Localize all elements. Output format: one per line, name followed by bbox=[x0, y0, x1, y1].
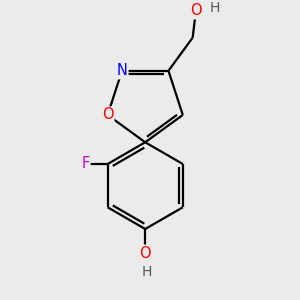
Text: O: O bbox=[102, 107, 113, 122]
Text: H: H bbox=[142, 265, 152, 279]
Text: N: N bbox=[116, 63, 128, 78]
Text: F: F bbox=[81, 157, 89, 172]
Text: O: O bbox=[190, 3, 202, 18]
Text: O: O bbox=[140, 246, 151, 261]
Text: H: H bbox=[210, 1, 220, 15]
